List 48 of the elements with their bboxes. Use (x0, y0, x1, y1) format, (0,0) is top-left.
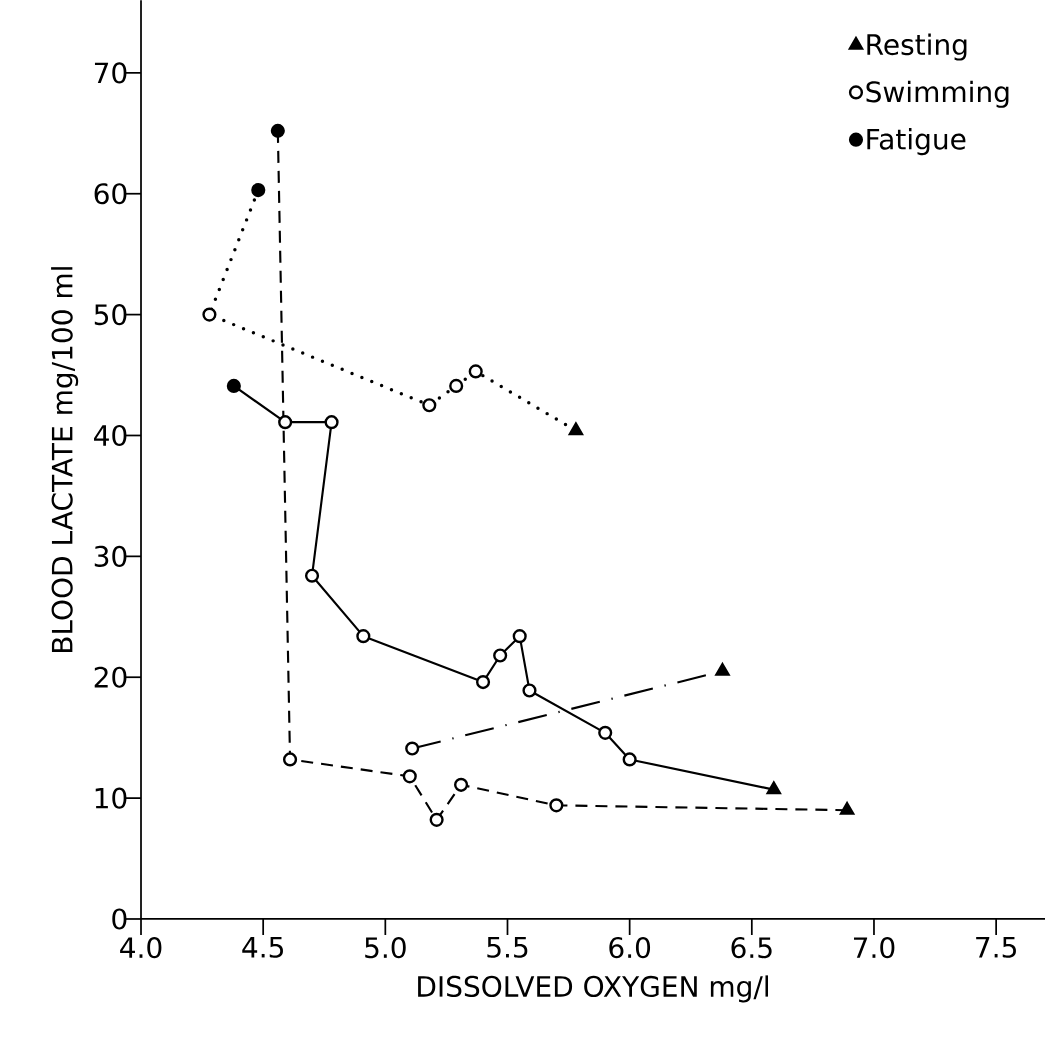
point (715, 663, 730, 676)
x-axis-title: DISSOLVED OXYGEN mg/l (418, 975, 768, 1003)
point (568, 422, 584, 436)
x-tick-label: 7.0 (854, 937, 895, 959)
legend-label: Swimming (866, 80, 1009, 108)
point (405, 741, 420, 756)
y-tick-label: 60 (94, 183, 127, 205)
x-tick-label: 5.5 (487, 937, 528, 958)
x-tick-label: 6.0 (609, 937, 651, 959)
y-tick-label: 30 (94, 545, 127, 567)
y-tick-label: 70 (94, 62, 127, 84)
point (270, 123, 285, 138)
y-axis-title: BLOOD LACTATE mg/100 ml (51, 267, 79, 653)
point (251, 183, 266, 198)
point (839, 802, 855, 815)
point (454, 777, 469, 792)
point (475, 675, 491, 690)
point (278, 415, 293, 430)
y-tick-label: 50 (94, 304, 127, 326)
point (522, 683, 537, 698)
x-tick-label: 6.5 (731, 937, 772, 959)
point (468, 364, 483, 379)
y-tick-label: 10 (95, 787, 127, 809)
legend-label: Resting (867, 33, 967, 61)
x-tick-label: 4.0 (120, 937, 162, 959)
point (402, 769, 417, 784)
point (493, 648, 508, 663)
point (282, 752, 298, 767)
point (304, 568, 320, 583)
point (598, 725, 613, 740)
point (202, 307, 217, 322)
x-tick-label: 4.5 (242, 937, 283, 958)
point (226, 378, 241, 393)
y-tick-label: 20 (94, 666, 127, 688)
point (422, 398, 437, 413)
point (512, 629, 527, 644)
point (324, 415, 339, 430)
point (766, 781, 782, 795)
y-tick-label: 0 (112, 908, 127, 930)
point (622, 752, 637, 767)
y-tick-label: 40 (94, 424, 127, 447)
point (429, 812, 444, 827)
x-tick-label: 5.0 (365, 937, 406, 959)
legend-label: Fatigue (867, 128, 966, 156)
point (549, 798, 564, 813)
point (356, 629, 371, 644)
point (449, 378, 464, 393)
x-tick-label: 7.5 (976, 937, 1016, 958)
